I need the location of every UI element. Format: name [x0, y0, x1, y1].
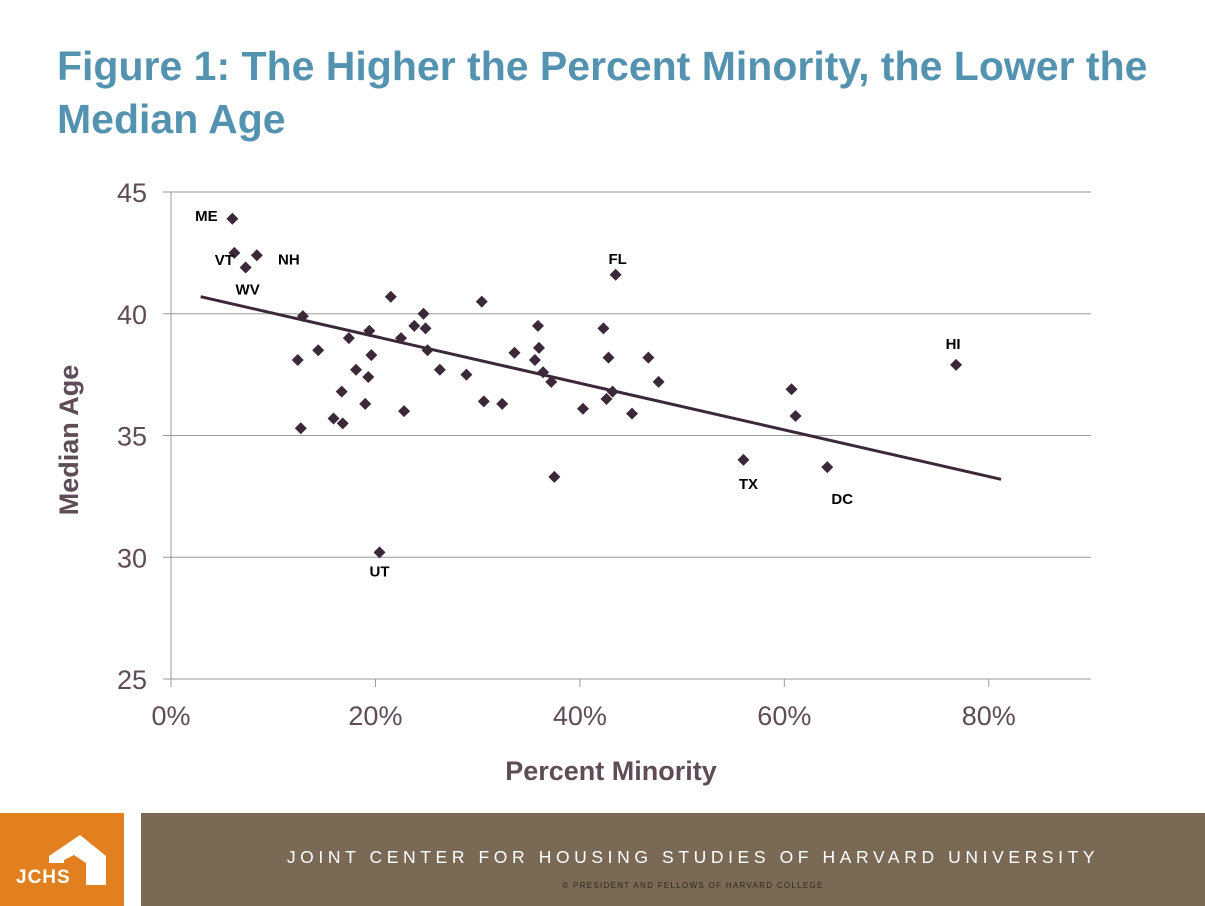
- data-point: [600, 392, 613, 405]
- data-point-me: [226, 212, 239, 225]
- footer-band: JOINT CENTER FOR HOUSING STUDIES OF HARV…: [141, 813, 1205, 906]
- data-point: [395, 332, 407, 345]
- point-label: FL: [609, 251, 627, 268]
- data-point: [533, 341, 545, 354]
- data-point-nh: [250, 249, 263, 262]
- data-point: [408, 319, 421, 332]
- point-labels: ME VT NH WV FL HI TX DC UT: [195, 208, 960, 581]
- gridlines: [163, 191, 1091, 680]
- data-point: [350, 363, 363, 376]
- data-point-ut: [373, 546, 386, 559]
- point-label: WV: [236, 281, 260, 298]
- data-point: [384, 290, 397, 303]
- axes: [170, 192, 990, 687]
- point-label: VT: [215, 252, 234, 269]
- data-point-tx: [737, 453, 750, 466]
- trendline: [200, 295, 1002, 481]
- point-label: ME: [195, 208, 218, 225]
- data-point: [433, 363, 446, 376]
- data-point: [421, 344, 434, 357]
- data-point: [545, 375, 558, 388]
- y-tick-label: 30: [117, 543, 147, 573]
- data-point: [626, 407, 639, 420]
- tick-labels: 25 30 35 40 45 0% 20% 40% 60% 80%: [117, 178, 1016, 731]
- point-label: DC: [831, 491, 853, 508]
- x-axis-label: Percent Minority: [505, 756, 717, 786]
- logo-text: JCHS: [16, 867, 71, 888]
- house-icon: [49, 835, 106, 885]
- data-point-fl: [609, 268, 622, 281]
- y-tick-label: 35: [117, 422, 147, 452]
- jchs-logo[interactable]: JCHS: [0, 813, 124, 906]
- copyright-notice: © PRESIDENT AND FELLOWS OF HARVARD COLLE…: [562, 881, 824, 890]
- x-tick-label: 0%: [151, 701, 190, 731]
- data-point-dc: [821, 461, 834, 474]
- data-point: [576, 402, 589, 415]
- data-point: [365, 349, 378, 362]
- data-points: [226, 212, 963, 559]
- data-point: [789, 410, 802, 423]
- data-point: [417, 307, 430, 320]
- data-point: [548, 470, 561, 483]
- chart-title: Figure 1: The Higher the Percent Minorit…: [57, 43, 1148, 142]
- data-point: [398, 405, 411, 418]
- y-tick-label: 40: [117, 300, 147, 330]
- data-point-wv: [239, 261, 252, 274]
- data-point: [531, 319, 544, 332]
- data-point: [296, 310, 309, 323]
- data-point: [475, 295, 488, 308]
- data-point: [291, 354, 304, 367]
- data-point: [508, 346, 521, 359]
- point-label: NH: [278, 251, 300, 268]
- data-point: [606, 385, 619, 398]
- x-tick-label: 60%: [757, 701, 811, 731]
- data-point: [419, 322, 432, 335]
- data-point: [336, 417, 349, 430]
- data-point: [597, 322, 610, 335]
- point-label: UT: [370, 563, 390, 580]
- data-point-hi: [950, 358, 963, 371]
- data-point: [642, 351, 655, 364]
- organization-name: JOINT CENTER FOR HOUSING STUDIES OF HARV…: [286, 847, 1100, 867]
- data-point: [496, 397, 509, 410]
- data-point: [294, 422, 307, 435]
- point-label: HI: [946, 336, 961, 353]
- data-point: [342, 332, 355, 345]
- x-tick-label: 20%: [348, 701, 402, 731]
- data-point: [327, 412, 340, 425]
- data-point: [335, 385, 348, 398]
- y-axis-label: Median Age: [54, 365, 84, 516]
- data-point: [477, 395, 490, 408]
- y-tick-label: 45: [117, 178, 147, 208]
- data-point: [602, 351, 615, 364]
- scatter-chart: 25 30 35 40 45 0% 20% 40% 60% 80% ME VT NH WV FL HI TX D…: [54, 178, 1091, 786]
- data-point: [537, 366, 550, 379]
- data-point-vt: [228, 246, 241, 259]
- data-point: [312, 344, 325, 357]
- x-tick-label: 80%: [962, 701, 1016, 731]
- data-point: [363, 324, 376, 337]
- data-point: [528, 354, 541, 367]
- point-label: TX: [739, 476, 758, 493]
- x-tick-label: 40%: [553, 701, 607, 731]
- data-point: [785, 383, 798, 396]
- data-point: [362, 371, 375, 384]
- data-point: [652, 375, 665, 388]
- data-point: [460, 368, 473, 381]
- y-tick-label: 25: [117, 665, 147, 695]
- trendline-group: [200, 295, 1002, 481]
- data-point: [359, 397, 372, 410]
